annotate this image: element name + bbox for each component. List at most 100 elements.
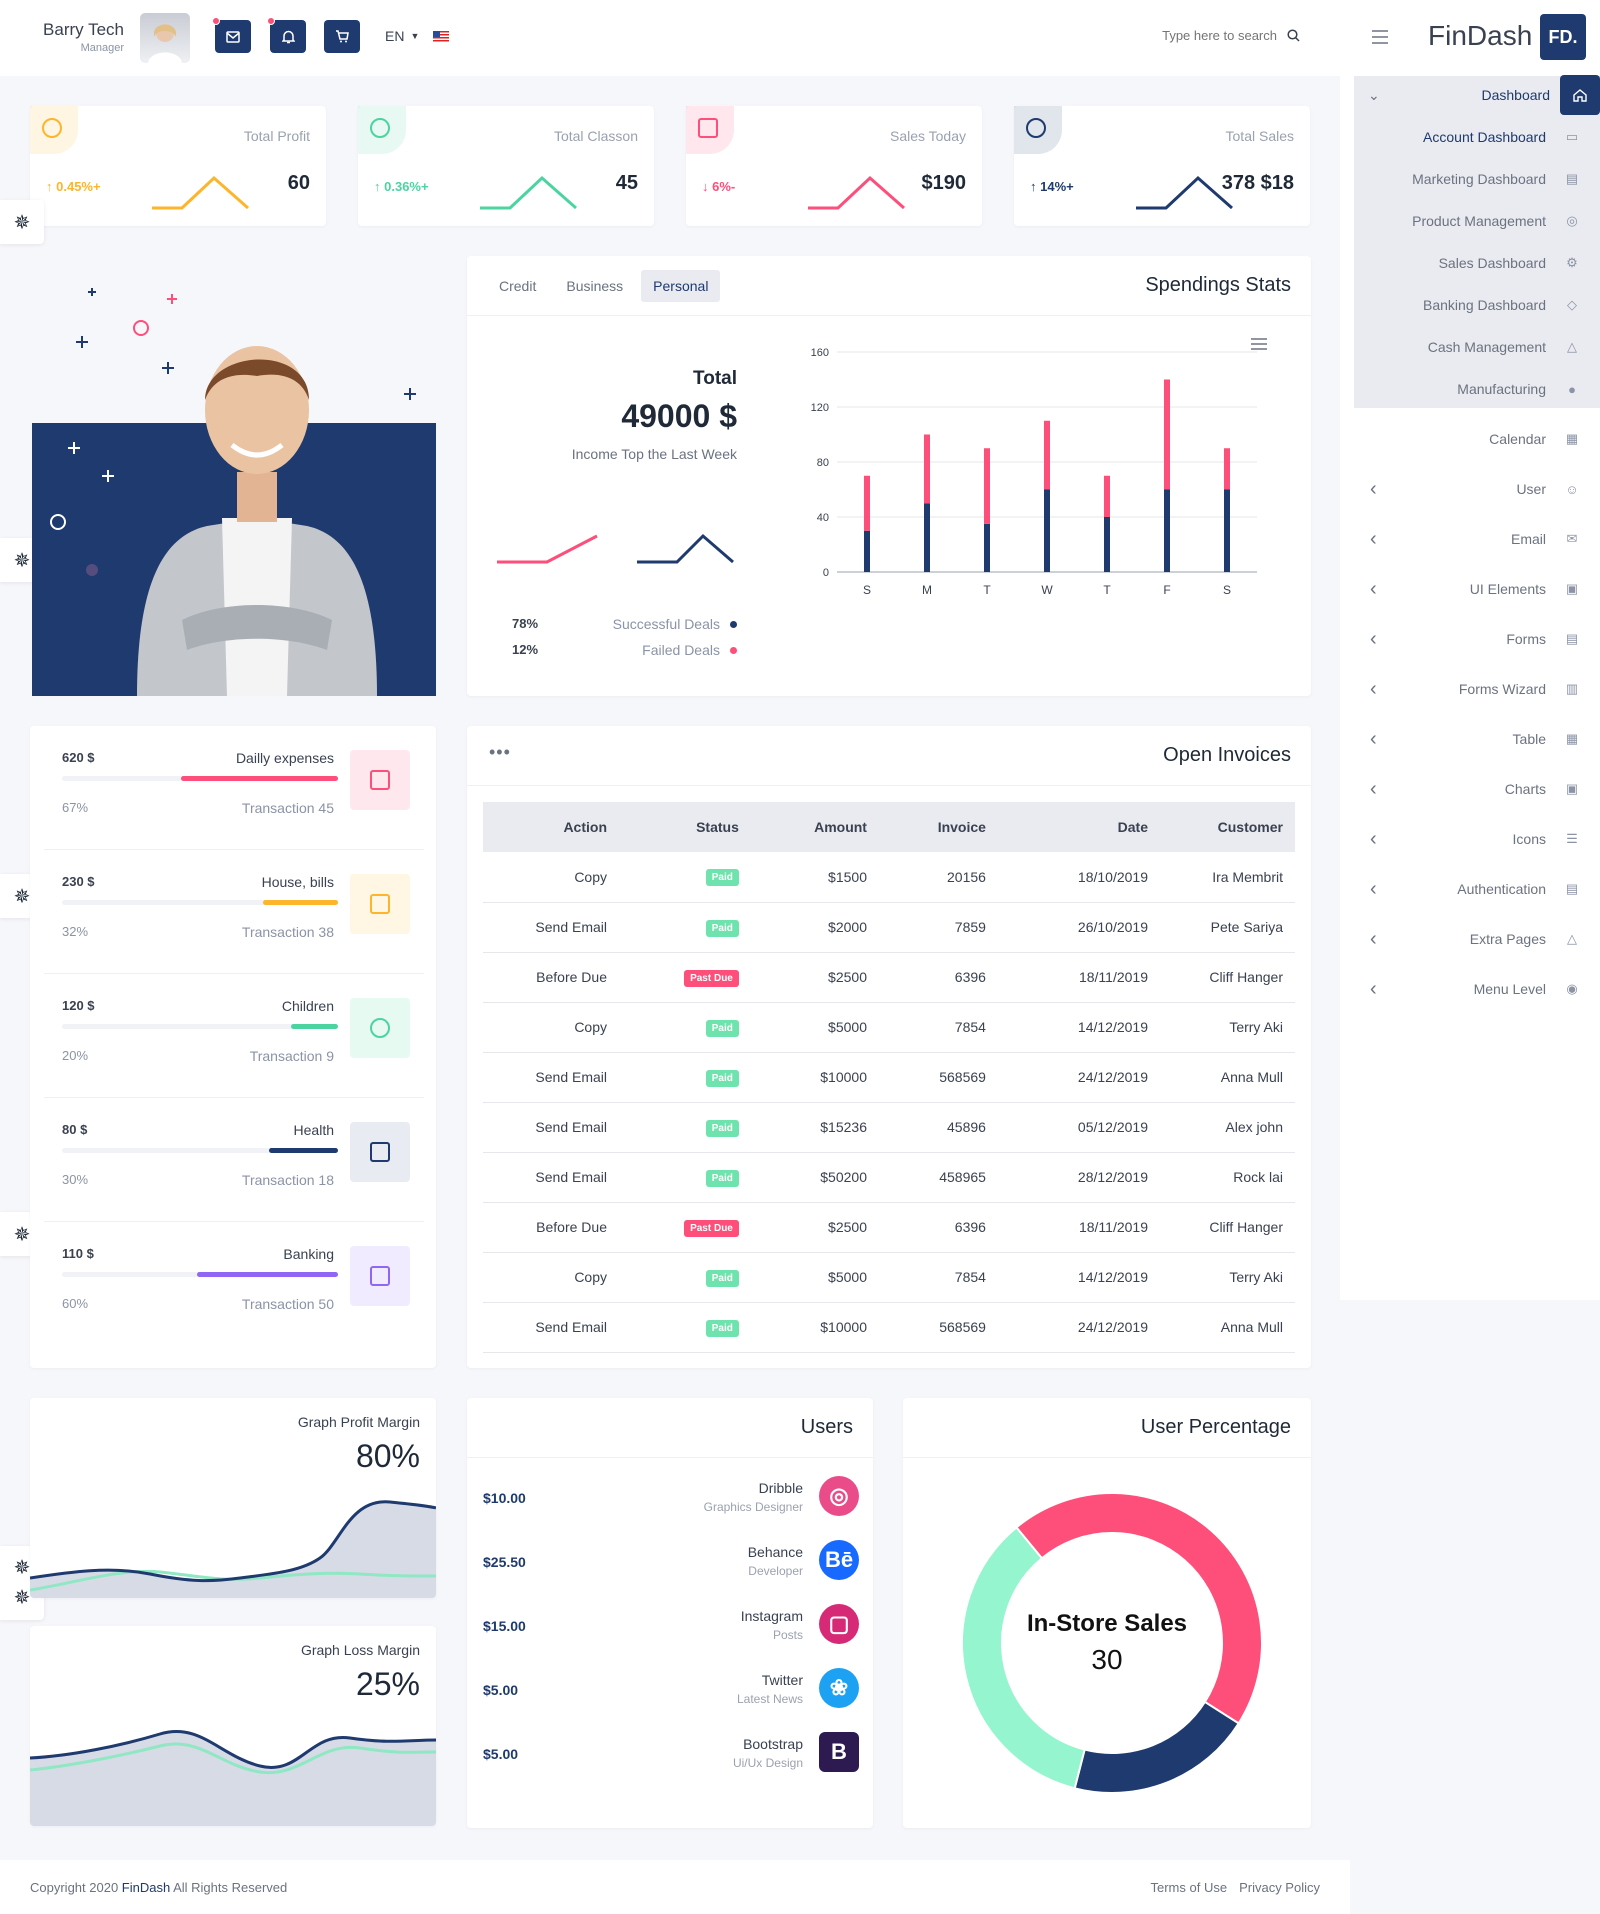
user-row[interactable]: $5.00 Twitter Latest News ❀ (467, 1662, 873, 1726)
user-row[interactable]: $5.00 Bootstrap Ui/Ux Design B (467, 1726, 873, 1790)
table-cell: Anna Mull (1160, 1302, 1295, 1353)
table-row[interactable]: Send Email Paid $10000 568569 24/12/2019 Anna… (483, 1052, 1295, 1103)
search-icon[interactable] (1287, 29, 1300, 42)
table-cell: 18/11/2019 (997, 1202, 1160, 1253)
expense-item[interactable]: 110 $ Banking 60% Transaction 50 (44, 1222, 424, 1346)
sidebar-item-extra-pages[interactable]: ‹ Extra Pages △ (1340, 924, 1600, 954)
user-row[interactable]: $25.50 Behance Developer Bē (467, 1534, 873, 1598)
sidebar-item-ui-elements[interactable]: ‹ UI Elements ▣ (1340, 574, 1600, 604)
tab-credit[interactable]: Credit (499, 278, 537, 294)
table-row[interactable]: Send Email Paid $50200 458965 28/12/2019 Rock… (483, 1152, 1295, 1203)
sidebar-subitem[interactable]: Account Dashboard ▭ (1354, 122, 1600, 152)
table-row[interactable]: Send Email Paid $15236 45896 05/12/2019 Alex … (483, 1102, 1295, 1153)
table-row[interactable]: Copy Paid $5000 7854 14/12/2019 Terry Aki (483, 1002, 1295, 1053)
privacy-link[interactable]: Privacy Policy (1239, 1880, 1320, 1895)
expense-item[interactable]: 120 $ Children 20% Transaction 9 (44, 974, 424, 1098)
hamburger-icon[interactable] (1372, 30, 1388, 44)
status-badge: Paid (705, 869, 739, 887)
sidebar-subitem[interactable]: Sales Dashboard ⚙ (1354, 248, 1600, 278)
sidebar-item-charts[interactable]: ‹ Charts ▣ (1340, 774, 1600, 804)
sidebar-subitem[interactable]: Cash Management △ (1354, 332, 1600, 362)
sidebar-subitem[interactable]: Product Management ◎ (1354, 206, 1600, 236)
sidebar-item-authentication[interactable]: ‹ Authentication ▤ (1340, 874, 1600, 904)
table-cell[interactable]: Send Email (483, 1102, 619, 1153)
table-row[interactable]: Before Due Past Due $2500 6396 18/11/2019 Cli… (483, 1202, 1295, 1253)
column-header[interactable]: Status (619, 802, 751, 852)
sidebar-item-forms-wizard[interactable]: ‹ Forms Wizard ▥ (1340, 674, 1600, 704)
invoice-action[interactable]: Send Email (535, 1319, 607, 1335)
sidebar-item-user[interactable]: ‹ User ☺ (1340, 474, 1600, 504)
table-cell[interactable]: Copy (483, 852, 619, 903)
table-row[interactable]: Copy Paid $5000 7854 14/12/2019 Terry Aki (483, 1252, 1295, 1303)
chevron-down-icon: ⌄ (1368, 86, 1380, 103)
bar-segment (924, 434, 930, 504)
sidebar-item-forms[interactable]: ‹ Forms ▤ (1340, 624, 1600, 654)
invoice-action[interactable]: Send Email (535, 919, 607, 935)
terms-link[interactable]: Terms of Use (1150, 1880, 1228, 1895)
table-row[interactable]: Copy Paid $1500 20156 18/10/2019 Ira Membrit (483, 852, 1295, 903)
invoice-action[interactable]: Send Email (535, 1069, 607, 1085)
sidebar-item-calendar[interactable]: Calendar ▦ (1340, 424, 1600, 454)
user-row[interactable]: $10.00 Dribble Graphics Designer ◎ (467, 1470, 873, 1534)
table-cell[interactable]: Copy (483, 1252, 619, 1303)
expense-item[interactable]: 620 $ Dailly expenses 67% Transaction 45 (44, 726, 424, 850)
loading-widget[interactable]: ✵ (0, 200, 44, 244)
copyright-brand[interactable]: FinDash (121, 1880, 171, 1895)
more-icon[interactable]: ••• (489, 742, 511, 762)
bell-icon (281, 30, 295, 43)
column-header[interactable]: Action (483, 802, 619, 852)
invoice-action[interactable]: Before Due (536, 1219, 607, 1235)
status-badge: Paid (705, 919, 739, 937)
table-row[interactable]: Before Due Past Due $2500 6396 18/11/2019 Cli… (483, 952, 1295, 1003)
language-select[interactable]: EN ▼ (385, 28, 450, 44)
sidebar-item-email[interactable]: ‹ Email ✉ (1340, 524, 1600, 554)
sidebar-item-icons[interactable]: ‹ Icons ☰ (1340, 824, 1600, 854)
table-cell[interactable]: Send Email (483, 1152, 619, 1203)
stat-card[interactable]: Sales Today ↓ 6%- $190 (686, 106, 982, 226)
cell-value: Anna Mull (1220, 1319, 1283, 1335)
invoice-action[interactable]: Copy (574, 1269, 607, 1285)
tab-business[interactable]: Business (566, 278, 624, 294)
sidebar-item-table[interactable]: ‹ Table ▦ (1340, 724, 1600, 754)
sidebar-subitem[interactable]: Banking Dashboard ◇ (1354, 290, 1600, 320)
table-cell[interactable]: Before Due (483, 952, 619, 1003)
column-header[interactable]: Customer (1160, 802, 1295, 852)
mail-button[interactable] (212, 17, 251, 53)
sidebar-subitem[interactable]: Manufacturing ● (1354, 374, 1600, 404)
table-row[interactable]: Send Email Paid $2000 7859 26/10/2019 Pete Sa… (483, 902, 1295, 953)
sidebar-item-menu-level[interactable]: ‹ Menu Level ◉ (1340, 974, 1600, 1004)
column-header[interactable]: Amount (750, 802, 879, 852)
invoice-action[interactable]: Copy (574, 868, 607, 885)
stat-card[interactable]: Total Classon ↑ 0.36%+ 45 (358, 106, 654, 226)
stat-card[interactable]: Total Profit ↑ 0.45%+ 60 (30, 106, 326, 226)
sidebar-item-dashboard[interactable]: ⌄ Dashboard (1354, 75, 1600, 115)
table-cell[interactable]: Copy (483, 1002, 619, 1053)
search-bar[interactable] (1080, 28, 1300, 43)
table-row[interactable]: Send Email Paid $10000 568569 24/12/2019 Anna… (483, 1302, 1295, 1353)
avatar[interactable] (140, 13, 190, 63)
column-header[interactable]: Invoice (878, 802, 998, 852)
table-cell[interactable]: Send Email (483, 1052, 619, 1103)
legend-dot-icon (730, 646, 737, 654)
tab-personal[interactable]: Personal (641, 270, 721, 302)
invoice-action[interactable]: Send Email (535, 1119, 607, 1135)
invoice-action[interactable]: Send Email (535, 1169, 607, 1185)
column-header[interactable]: Date (997, 802, 1160, 852)
sidebar-subitem[interactable]: Marketing Dashboard ▤ (1354, 164, 1600, 194)
stat-card[interactable]: Total Sales ↑ 14%+ 378 $18 (1014, 106, 1310, 226)
notification-button[interactable] (267, 17, 306, 53)
shield-icon: ◇ (1567, 297, 1577, 312)
expense-item[interactable]: 80 $ Health 30% Transaction 18 (44, 1098, 424, 1222)
cart-button[interactable] (324, 20, 360, 53)
bootstrap-icon: B (819, 1732, 859, 1772)
expense-item[interactable]: 230 $ House, bills 32% Transaction 38 (44, 850, 424, 974)
user-info[interactable]: Barry Tech Manager (34, 20, 124, 54)
table-cell[interactable]: Send Email (483, 1302, 619, 1353)
table-cell[interactable]: Send Email (483, 902, 619, 953)
table-cell[interactable]: Before Due (483, 1202, 619, 1253)
user-row[interactable]: $15.00 Instagram Posts ▢ (467, 1598, 873, 1662)
search-input[interactable] (1097, 28, 1277, 43)
invoice-action[interactable]: Before Due (536, 969, 607, 985)
menu-icon[interactable] (1251, 338, 1267, 350)
invoice-action[interactable]: Copy (574, 1019, 607, 1035)
